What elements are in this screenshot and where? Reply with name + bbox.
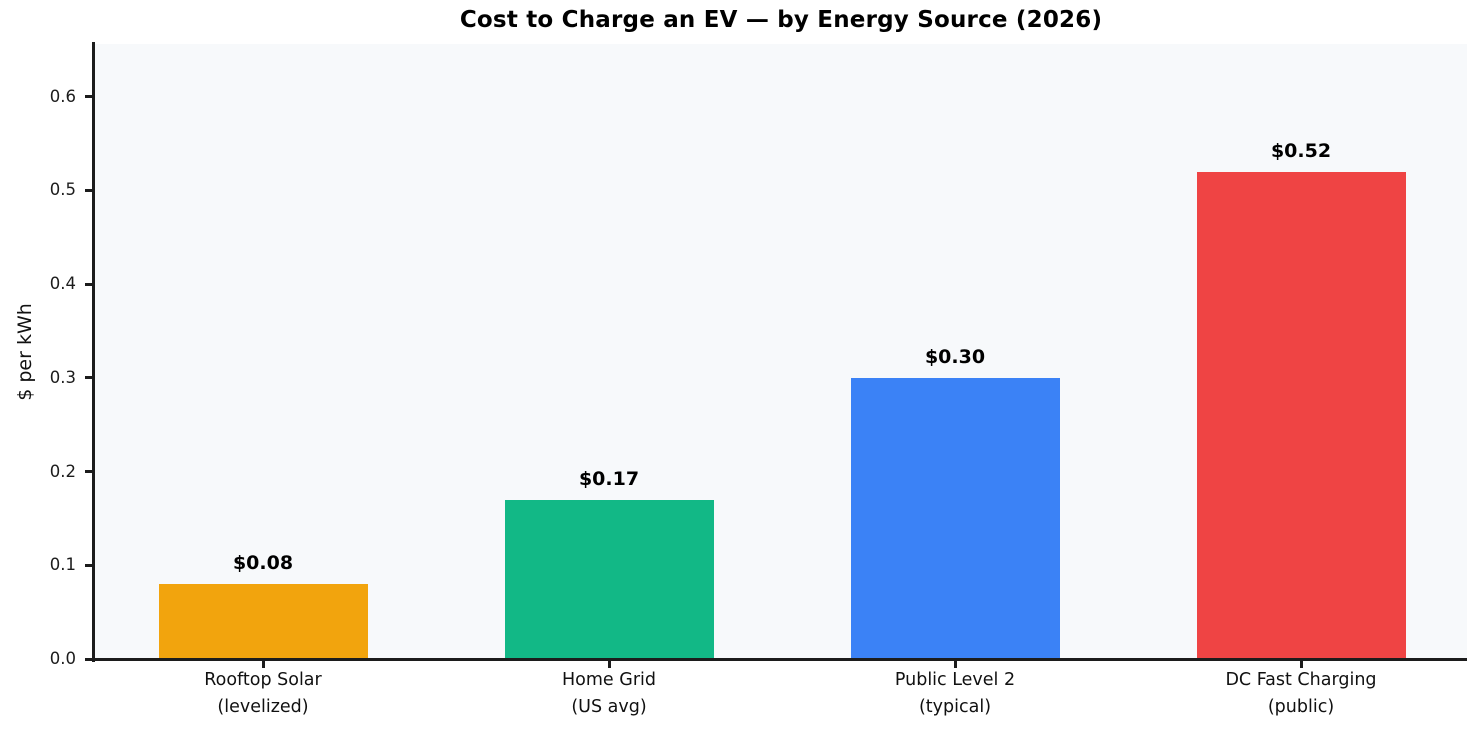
x-tick-mark [953,661,957,668]
x-category-label: Home Grid (US avg) [437,667,781,721]
x-axis-spine [92,658,1467,661]
x-category-label: Public Level 2 (typical) [783,667,1127,721]
bar-2 [504,499,714,659]
x-category-label: DC Fast Charging (public) [1129,667,1473,721]
y-tick-label: 0.0 [49,649,76,668]
bar-4 [1196,171,1406,659]
y-axis-label: $ per kWh [14,303,36,401]
bar-3 [850,377,1060,659]
x-category-label-line: Home Grid [562,670,656,690]
y-tick-label: 0.3 [49,367,76,387]
bar-1 [158,584,368,659]
y-tick-label: 0.4 [49,274,76,293]
x-category-label-line: (US avg) [571,697,647,717]
chart-title: Cost to Charge an EV — by Energy Source … [459,7,1103,33]
y-tick-mark [85,188,95,192]
y-tick-mark [85,470,95,473]
y-tick-mark [85,657,95,661]
x-tick-mark [607,661,611,668]
bar-value-label: $0.52 [1270,139,1332,162]
x-category-label-line: DC Fast Charging [1225,670,1377,690]
bar-value-label: $0.08 [232,552,294,574]
x-category-label: Rooftop Solar (levelized) [91,667,435,721]
y-tick-label: 0.6 [49,86,76,106]
y-tick-label: 0.2 [49,461,76,481]
y-tick-label: 0.5 [49,180,76,200]
x-tick-mark [1299,661,1303,668]
bar-value-label: $0.17 [578,467,640,490]
x-category-label-line: Public Level 2 [894,670,1016,690]
y-tick-mark [85,563,95,567]
y-tick-mark [85,376,95,380]
y-tick-label: 0.1 [49,555,76,575]
x-tick-mark [261,661,265,668]
x-category-label-line: Rooftop Solar [204,670,322,690]
y-tick-mark [85,282,95,286]
y-tick-mark [85,95,95,98]
bar-value-label: $0.30 [924,345,986,368]
x-category-label-line: (levelized) [217,697,309,717]
x-category-label-line: (typical) [918,697,992,717]
y-axis-spine [92,42,95,662]
x-category-label-line: (public) [1267,697,1335,717]
